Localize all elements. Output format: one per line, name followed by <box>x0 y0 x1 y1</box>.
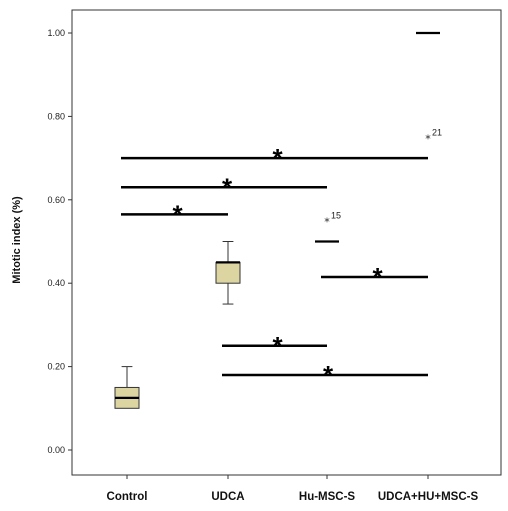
significance-star: * <box>323 360 334 390</box>
y-axis-title: Mitotic index (%) <box>11 196 23 284</box>
y-tick-label: 0.20 <box>47 362 65 372</box>
outlier-label: 21 <box>432 127 442 137</box>
box-group <box>114 366 140 409</box>
box-iqr <box>215 261 241 284</box>
outlier-marker: * <box>324 216 330 229</box>
outlier-points: * 15* 21 <box>324 127 442 228</box>
x-category-label: UDCA+HU+MSC-S <box>378 491 479 503</box>
significance-star: * <box>272 331 283 361</box>
y-tick-label: 0.00 <box>47 445 65 455</box>
box-group <box>215 241 241 305</box>
y-tick-label: 1.00 <box>47 28 65 38</box>
y-tick-label: 0.60 <box>47 195 65 205</box>
y-tick-label: 0.40 <box>47 278 65 288</box>
x-category-label: Control <box>107 491 148 503</box>
x-axis: Control UDCA Hu-MSC-S UDCA+HU+MSC-S <box>107 475 479 503</box>
box-groups <box>114 31 440 409</box>
outlier-label: 15 <box>331 211 341 221</box>
y-axis: 0.00 0.20 0.40 0.60 0.80 1.00 <box>47 28 72 455</box>
outlier-marker: * <box>425 132 431 145</box>
significance-star: * <box>372 262 383 292</box>
significance-brackets: * * * * * * <box>121 143 428 390</box>
x-category-label: Hu-MSC-S <box>299 491 356 503</box>
plot-frame <box>71 9 502 476</box>
significance-star: * <box>172 199 183 229</box>
significance-star: * <box>272 143 283 173</box>
significance-star: * <box>222 172 233 202</box>
x-category-label: UDCA <box>211 491 244 503</box>
y-tick-label: 0.80 <box>47 111 65 121</box>
